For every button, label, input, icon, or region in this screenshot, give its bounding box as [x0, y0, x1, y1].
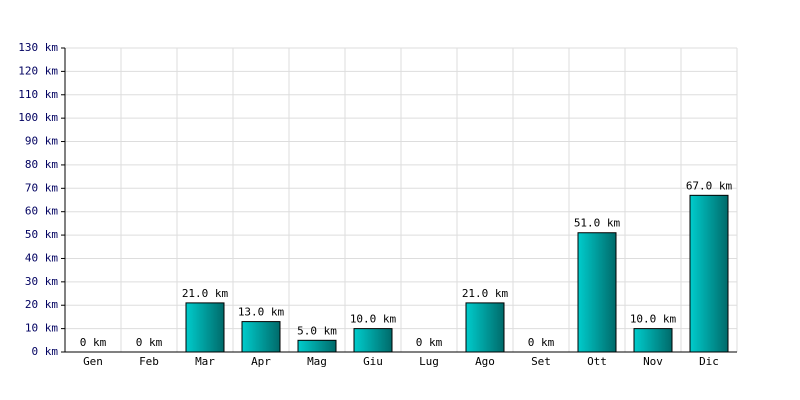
value-label: 0 km: [416, 336, 443, 349]
x-tick-label: Gen: [83, 355, 103, 368]
y-tick-label: 80 km: [25, 158, 58, 171]
bar: [633, 328, 673, 353]
x-tick-label: Ott: [587, 355, 607, 368]
x-tick-label: Nov: [643, 355, 663, 368]
value-label: 21.0 km: [182, 287, 229, 300]
x-tick-label: Lug: [419, 355, 439, 368]
bar: [577, 232, 617, 353]
value-label: 21.0 km: [462, 287, 509, 300]
x-tick-label: Dic: [699, 355, 719, 368]
value-label: 10.0 km: [350, 313, 397, 326]
x-tick-label: Mar: [195, 355, 215, 368]
bar: [465, 302, 505, 353]
y-tick-label: 130 km: [18, 41, 58, 54]
bar: [297, 339, 337, 353]
value-label: 0 km: [136, 336, 163, 349]
bar: [353, 328, 393, 353]
x-tick-label: Ago: [475, 355, 495, 368]
x-tick-label: Feb: [139, 355, 159, 368]
value-label: 51.0 km: [574, 217, 621, 230]
x-tick-label: Mag: [307, 355, 327, 368]
y-tick-label: 50 km: [25, 228, 58, 241]
value-label: 0 km: [528, 336, 555, 349]
value-label: 10.0 km: [630, 313, 677, 326]
x-tick-label: Apr: [251, 355, 271, 368]
y-tick-label: 110 km: [18, 88, 58, 101]
y-tick-label: 30 km: [25, 275, 58, 288]
y-tick-label: 120 km: [18, 64, 58, 77]
y-tick-label: 70 km: [25, 181, 58, 194]
value-label: 67.0 km: [686, 179, 733, 192]
y-tick-label: 10 km: [25, 322, 58, 335]
y-tick-label: 40 km: [25, 251, 58, 264]
bar: [689, 194, 729, 353]
y-tick-label: 60 km: [25, 205, 58, 218]
x-tick-label: Set: [531, 355, 551, 368]
value-label: 5.0 km: [297, 324, 337, 337]
bar: [241, 321, 281, 353]
y-tick-label: 0 km: [32, 345, 59, 358]
bar: [185, 302, 225, 353]
x-tick-label: Giu: [363, 355, 383, 368]
y-tick-label: 90 km: [25, 135, 58, 148]
y-tick-label: 20 km: [25, 298, 58, 311]
value-label: 0 km: [80, 336, 107, 349]
value-label: 13.0 km: [238, 306, 285, 319]
y-tick-label: 100 km: [18, 111, 58, 124]
